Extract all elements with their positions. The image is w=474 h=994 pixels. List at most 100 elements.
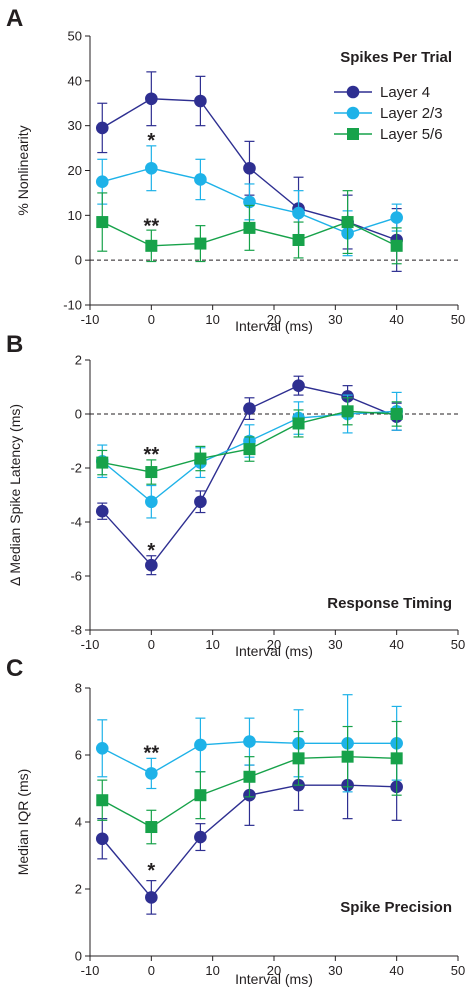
- y-tick-label: 4: [75, 815, 82, 830]
- x-tick-label: 30: [328, 637, 342, 652]
- data-point: [243, 770, 256, 783]
- y-tick-label: 0: [75, 407, 82, 422]
- data-point: [292, 752, 305, 765]
- y-tick-label: 10: [68, 208, 82, 223]
- y-tick-label: 20: [68, 163, 82, 178]
- x-tick-label: 20: [267, 637, 281, 652]
- y-tick-label: 50: [68, 29, 82, 44]
- data-point: [96, 794, 109, 807]
- x-tick-label: 50: [451, 312, 465, 327]
- x-tick-label: 40: [389, 963, 403, 978]
- data-point: [243, 221, 256, 234]
- y-tick-label: 8: [75, 681, 82, 696]
- y-tick-label: 0: [75, 253, 82, 268]
- data-point: [194, 738, 207, 752]
- x-tick-label: 10: [205, 963, 219, 978]
- panel-letter: C: [6, 655, 23, 682]
- data-point: [243, 735, 256, 748]
- data-point: [292, 233, 305, 246]
- data-point: [145, 92, 158, 106]
- y-tick-label: -8: [70, 623, 82, 638]
- y-tick-label: 30: [68, 118, 82, 133]
- data-point: [95, 175, 109, 189]
- x-tick-label: 30: [328, 312, 342, 327]
- significance-marker: *: [147, 540, 155, 562]
- x-tick-label: 20: [267, 963, 281, 978]
- data-point: [194, 173, 207, 186]
- legend-marker: [347, 128, 359, 140]
- x-tick-label: 50: [451, 637, 465, 652]
- data-point: [145, 161, 158, 175]
- data-point: [145, 558, 158, 572]
- data-point: [390, 408, 403, 420]
- data-point: [96, 456, 109, 469]
- x-tick-label: -10: [81, 637, 100, 652]
- data-point: [341, 405, 354, 418]
- legend-marker: [346, 106, 360, 120]
- data-point: [145, 891, 158, 904]
- y-tick-label: -10: [63, 298, 82, 313]
- panel-a: A -10 0 10 20 30 40 50 -10 0 10 20 30 40 50 Interval (m…: [6, 5, 465, 334]
- significance-marker: **: [144, 743, 160, 765]
- data-point: [194, 94, 207, 108]
- x-tick-label: -10: [81, 312, 100, 327]
- x-tick-label: 10: [205, 312, 219, 327]
- x-tick-label: 40: [389, 637, 403, 652]
- data-point: [243, 443, 256, 456]
- panel-title: Spike Precision: [340, 899, 452, 916]
- legend: Layer 4 Layer 2/3 Layer 5/6: [334, 84, 443, 143]
- y-axis-label: Median IQR (ms): [15, 769, 31, 876]
- data-point: [341, 216, 354, 229]
- data-point: [194, 452, 207, 465]
- significance-marker: **: [144, 444, 160, 466]
- series-layer-5-6: [96, 190, 403, 265]
- significance-marker: *: [147, 130, 155, 152]
- y-tick-label: -4: [70, 515, 82, 530]
- x-axis-label: Interval (ms): [235, 643, 313, 659]
- y-tick-label: 2: [75, 353, 82, 368]
- x-tick-label: 0: [148, 963, 155, 978]
- panel-b: B -8 -6 -4 -2 0 2 -10 0 10 20 30 40 50 Interval (ms) Δ …: [6, 331, 465, 659]
- data-point: [390, 752, 403, 765]
- y-axis-label: % Nonlinearity: [15, 125, 31, 215]
- data-point: [194, 237, 207, 250]
- data-point: [145, 495, 158, 509]
- data-point: [194, 789, 207, 802]
- data-point: [95, 832, 109, 846]
- significance-marker: *: [147, 860, 155, 882]
- panel-letter: A: [6, 5, 23, 32]
- x-tick-label: 30: [328, 963, 342, 978]
- data-point: [292, 379, 305, 392]
- series-layer-5-6: [96, 720, 403, 845]
- data-point: [95, 504, 109, 518]
- data-point: [243, 161, 256, 175]
- data-point: [292, 206, 305, 220]
- data-point: [243, 402, 256, 415]
- data-point: [292, 417, 305, 430]
- y-tick-label: -6: [70, 569, 82, 584]
- data-point: [145, 767, 158, 780]
- legend-label: Layer 4: [380, 84, 430, 101]
- y-tick-label: 0: [75, 949, 82, 964]
- y-axis-label: Δ Median Spike Latency (ms): [7, 404, 23, 586]
- legend-label: Layer 5/6: [380, 126, 443, 143]
- series-layer-5-6: [96, 397, 403, 485]
- y-tick-label: -2: [70, 461, 82, 476]
- data-point: [95, 121, 109, 135]
- x-axis-label: Interval (ms): [235, 971, 313, 987]
- y-tick-label: 40: [68, 73, 82, 88]
- significance-marker: **: [144, 215, 160, 237]
- x-tick-label: 10: [205, 637, 219, 652]
- data-point: [390, 239, 403, 252]
- x-tick-label: 50: [451, 963, 465, 978]
- y-tick-label: 6: [75, 748, 82, 763]
- series-layer-4: [95, 375, 403, 576]
- data-point: [390, 211, 403, 224]
- legend-marker: [346, 85, 360, 99]
- data-point: [145, 239, 158, 252]
- x-tick-label: 0: [148, 637, 155, 652]
- data-point: [194, 495, 207, 509]
- x-tick-label: 40: [389, 312, 403, 327]
